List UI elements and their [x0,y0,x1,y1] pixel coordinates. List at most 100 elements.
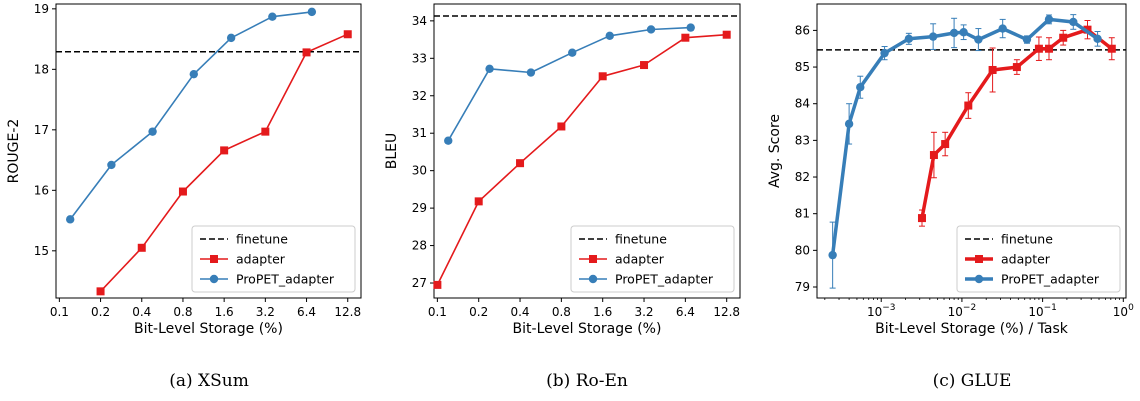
data-point [1013,63,1021,71]
data-point [941,140,949,148]
x-tick-label: 12.8 [713,305,740,319]
legend: finetune adapter ProPET_adapter [571,226,734,292]
legend-label: finetune [236,232,288,247]
x-tick-label-exponent: 0 [1128,303,1134,313]
data-point [1045,45,1053,53]
x-tick-label-base: 10 [1028,305,1043,319]
x-tick-label: 0.1 [428,305,447,319]
y-tick-label: 30 [412,164,427,178]
data-point [1059,34,1067,42]
y-axis-label: BLEU [384,133,400,170]
legend-marker [589,275,597,283]
series-adapter [918,20,1116,226]
legend-marker [975,255,983,263]
y-tick-label: 18 [34,62,49,76]
legend-label: ProPET_adapter [615,272,714,287]
legend-label: adapter [615,252,665,267]
data-point [261,128,269,136]
data-point [964,102,972,110]
legend-label: finetune [615,232,667,247]
x-tick-label-exponent: −2 [963,303,976,313]
x-tick-label-base: 10 [1113,305,1128,319]
x-tick-label: 100 [1113,303,1134,319]
y-tick-label: 86 [795,23,810,37]
data-point [475,197,483,205]
x-tick-label: 0.4 [510,305,529,319]
y-tick-label: 29 [412,201,427,215]
data-point [950,29,958,37]
data-point [557,122,565,130]
data-point [138,244,146,252]
data-point [97,287,105,295]
data-point [516,159,524,167]
data-point [303,48,311,56]
legend-label: ProPET_adapter [1001,272,1100,287]
data-point [880,49,888,57]
data-point [828,251,836,259]
data-point [66,215,74,223]
x-tick-label-exponent: −1 [1044,303,1057,313]
data-point [959,28,967,36]
x-tick-label-exponent: −3 [882,303,895,313]
x-tick-label: 12.8 [334,305,361,319]
y-tick-label: 34 [412,14,427,28]
y-axis-label: Avg. Score [767,114,783,188]
data-point [918,214,926,222]
data-point [227,34,235,42]
data-point [845,120,853,128]
series-propet-adapter [444,23,695,145]
data-point [723,31,731,39]
data-point [344,30,352,38]
x-tick-label: 10−2 [948,303,977,319]
data-point [856,83,864,91]
x-tick-label: 0.4 [132,305,151,319]
x-tick-label: 0.2 [469,305,488,319]
y-tick-label: 19 [34,2,49,16]
x-tick-label: 1.6 [215,305,234,319]
data-point [974,35,982,43]
x-tick-label: 3.2 [634,305,653,319]
data-point [527,68,535,76]
x-tick-label: 10−3 [867,303,896,319]
legend-marker [589,255,597,263]
data-point [681,34,689,42]
x-tick-label: 3.2 [256,305,275,319]
y-tick-label: 83 [795,133,810,147]
x-tick-label: 10−1 [1028,303,1057,319]
x-tick-label: 0.8 [173,305,192,319]
data-point [1069,18,1077,26]
panel-caption: (a) XSum [169,371,249,391]
series-line [448,28,691,141]
y-tick-label: 81 [795,207,810,221]
x-tick-label-base: 10 [867,305,882,319]
panel-caption: (b) Ro-En [546,371,628,391]
data-point [179,188,187,196]
data-point [1093,35,1101,43]
data-point [568,48,576,56]
y-tick-label: 84 [795,97,810,111]
data-point [433,281,441,289]
legend-label: adapter [236,252,286,267]
data-point [687,23,695,31]
x-tick-label-base: 10 [948,305,963,319]
x-tick-label: 6.4 [676,305,695,319]
data-point [485,65,493,73]
legend: finetune adapter ProPET_adapter [192,226,355,292]
y-axis-label: ROUGE-2 [6,119,22,184]
y-tick-label: 32 [412,89,427,103]
panel-caption: (c) GLUE [933,371,1012,391]
data-point [444,137,452,145]
y-tick-label: 17 [34,123,49,137]
data-point [905,35,913,43]
legend: finetune adapter ProPET_adapter [957,226,1120,292]
data-point [190,70,198,78]
y-tick-label: 85 [795,60,810,74]
series-line [833,19,1098,255]
legend-label: ProPET_adapter [236,272,335,287]
y-tick-label: 80 [795,243,810,257]
y-tick-label: 33 [412,51,427,65]
x-tick-label: 1.6 [593,305,612,319]
y-tick-label: 79 [795,280,810,294]
series-line [70,12,312,220]
